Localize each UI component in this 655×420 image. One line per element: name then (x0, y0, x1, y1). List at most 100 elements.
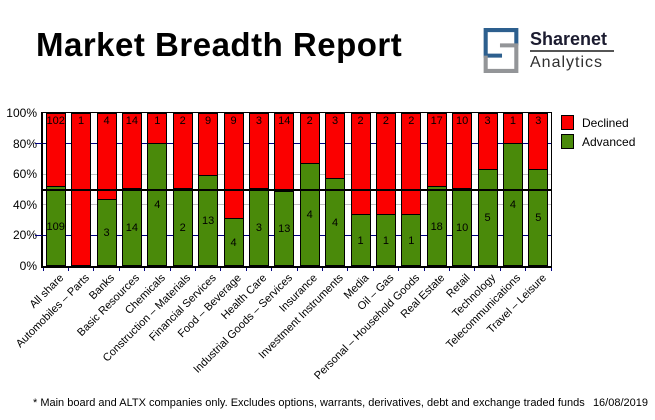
sharenet-logo-icon (483, 28, 519, 73)
declined-count-label: 2 (408, 115, 415, 127)
bar-basic-resources: 14 14 (121, 113, 142, 266)
declined-count-label: 2 (382, 115, 389, 127)
legend-item-declined: Declined (561, 113, 635, 132)
declined-count-label: 2 (179, 115, 186, 127)
bar-all-share: 102 109 (45, 113, 66, 266)
advanced-count-label: 13 (278, 223, 291, 235)
sharenet-logo: Sharenet Analytics (482, 27, 614, 74)
y-axis-tick-80 (35, 143, 42, 145)
advanced-count-label: 2 (179, 221, 186, 234)
declined-count-label: 2 (357, 115, 364, 127)
advanced-segment (502, 143, 523, 266)
y-tick-label: 20% (12, 228, 37, 243)
declined-segment (375, 113, 396, 215)
y-tick-label: 100% (6, 106, 37, 120)
advanced-segment (350, 214, 371, 266)
advanced-count-label: 4 (509, 199, 516, 211)
advanced-segment (223, 218, 244, 266)
legend-item-advanced: Advanced (561, 132, 635, 151)
y-axis-tick-20 (35, 234, 42, 236)
advanced-count-label: 10 (455, 221, 469, 234)
advanced-segment (375, 214, 396, 266)
advanced-segment (401, 214, 422, 266)
x-axis-tick (296, 268, 298, 271)
advanced-count-label: 109 (46, 220, 65, 233)
advanced-count-label: 5 (484, 212, 491, 224)
legend-swatch-declined (561, 115, 574, 130)
declined-count-label: 14 (278, 115, 291, 127)
x-axis-tick (144, 268, 146, 271)
x-axis-tick (271, 268, 273, 271)
logo-sub: Analytics (530, 54, 604, 71)
declined-count-label: 2 (306, 115, 313, 127)
advanced-count-label: 14 (125, 221, 139, 234)
declined-count-label: 9 (205, 115, 212, 127)
x-axis-tick (499, 268, 501, 271)
bar-real-estate: 17 18 (426, 113, 447, 266)
declined-count-label: 102 (46, 115, 65, 127)
footnote: * Main board and ALTX companies only. Ex… (33, 397, 585, 409)
advanced-segment (198, 175, 219, 266)
declined-count-label: 17 (430, 115, 443, 127)
x-axis-tick (118, 268, 120, 271)
x-axis-tick (347, 268, 349, 271)
x-axis-tick (169, 268, 171, 271)
advanced-segment (426, 186, 447, 266)
legend-label-advanced: Advanced (582, 134, 636, 149)
x-axis-tick (67, 268, 69, 271)
advanced-count-label: 13 (201, 215, 215, 227)
x-axis-tick (372, 268, 374, 271)
x-axis-tick (321, 268, 323, 271)
x-axis-tick (194, 268, 196, 271)
advanced-segment (96, 199, 117, 266)
x-axis-tick (448, 268, 450, 271)
advanced-count-label: 4 (332, 216, 339, 229)
x-axis-tick (550, 268, 552, 271)
chart-plot-area: 102 109 1 4 3 14 14 1 4 2 2 9 13 9 4 3 3 14 13 2 4 3 4 2 1 2 1 2 1 17… (41, 112, 552, 268)
advanced-count-label: 1 (382, 234, 389, 247)
declined-segment (223, 113, 244, 219)
advanced-count-label: 4 (306, 209, 313, 221)
declined-count-label: 1 (509, 115, 516, 127)
advanced-count-label: 5 (535, 212, 542, 224)
declined-count-label: 10 (455, 115, 469, 127)
x-axis-tick (525, 268, 527, 271)
bar-retail: 10 10 (452, 113, 473, 266)
declined-count-label: 14 (125, 115, 139, 127)
x-axis-tick (93, 268, 95, 271)
advanced-segment (477, 169, 498, 266)
gridline-20 (43, 234, 551, 236)
declined-count-label: 9 (230, 115, 237, 127)
declined-count-label: 1 (78, 115, 85, 127)
advanced-segment (45, 186, 66, 266)
declined-count-label: 4 (103, 115, 110, 127)
chart-legend: Declined Advanced (561, 113, 635, 151)
x-axis-tick (245, 268, 247, 271)
gridline-80 (43, 143, 551, 145)
logo-text: Sharenet Analytics (530, 27, 614, 72)
report-date: 16/08/2019 (592, 397, 648, 409)
advanced-segment (274, 191, 295, 266)
advanced-count-label: 18 (430, 220, 443, 233)
x-axis-tick (398, 268, 400, 271)
legend-swatch-advanced (561, 134, 574, 149)
advanced-count-label: 3 (255, 221, 262, 234)
declined-count-label: 3 (332, 115, 339, 127)
x-axis-tick (474, 268, 476, 271)
x-axis-tick (42, 268, 44, 271)
advanced-count-label: 1 (408, 234, 415, 247)
y-tick-label: 0% (19, 259, 37, 273)
advanced-count-label: 1 (357, 234, 364, 247)
y-tick-label: 60% (12, 167, 37, 182)
fifty-percent-line (41, 188, 552, 191)
declined-count-label: 3 (255, 115, 262, 127)
declined-count-label: 3 (535, 115, 542, 127)
